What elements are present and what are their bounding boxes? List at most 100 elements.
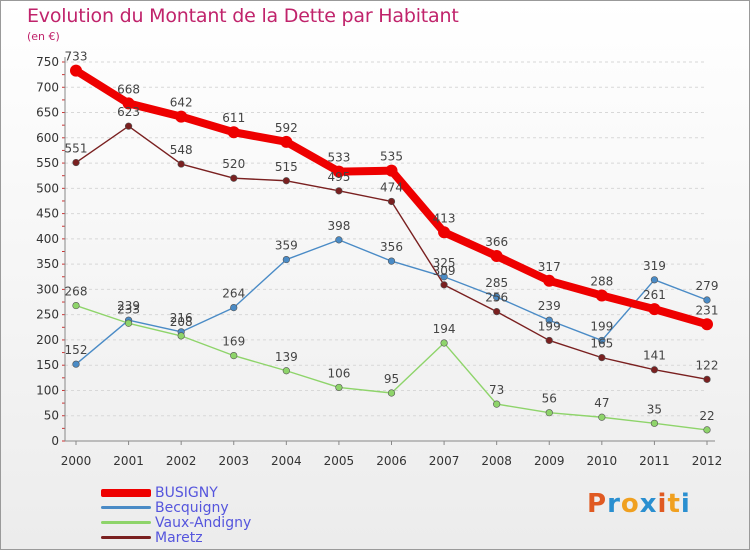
data-point xyxy=(385,164,398,177)
y-tick-label: 550 xyxy=(36,156,59,170)
data-point xyxy=(124,122,133,130)
data-label: 261 xyxy=(643,288,666,302)
legend-label: Vaux-Andigny xyxy=(155,514,252,531)
x-tick-label: 2005 xyxy=(324,454,355,468)
data-point xyxy=(703,296,711,304)
data-point xyxy=(335,187,343,195)
line-chart: 0 50 100 150 200 250 300 350 400 450 500 550 600 650 7… xyxy=(36,50,722,468)
chart-title: Evolution du Montant de la Dette par Hab… xyxy=(27,5,459,27)
data-point xyxy=(438,226,451,239)
data-label: 285 xyxy=(485,276,508,290)
data-point xyxy=(282,367,290,375)
data-label: 194 xyxy=(433,322,456,336)
legend-item: BUSIGNY xyxy=(101,485,251,500)
data-point xyxy=(545,409,553,417)
data-point xyxy=(493,400,501,408)
legend: BUSIGNY Becquigny Vaux-Andigny Maretz xyxy=(101,485,251,545)
data-label: 398 xyxy=(327,219,350,233)
data-point xyxy=(227,126,240,139)
data-point xyxy=(490,250,503,263)
y-tick-label: 200 xyxy=(36,333,59,347)
data-point xyxy=(650,276,659,284)
x-tick-label: 2011 xyxy=(639,454,670,468)
data-point xyxy=(543,274,556,287)
data-label: 611 xyxy=(222,111,245,125)
data-label: 733 xyxy=(65,50,88,64)
data-point xyxy=(545,316,553,324)
legend-swatch xyxy=(101,488,151,497)
data-point xyxy=(122,97,135,110)
data-label: 199 xyxy=(538,319,561,333)
data-point xyxy=(387,197,396,206)
data-point xyxy=(282,177,290,185)
data-point xyxy=(335,236,343,244)
data-label: 623 xyxy=(117,105,140,119)
data-label: 264 xyxy=(222,287,245,301)
data-point xyxy=(598,354,606,362)
data-label: 309 xyxy=(433,264,456,278)
x-tick-label: 2007 xyxy=(429,454,460,468)
y-tick-label: 750 xyxy=(36,55,59,69)
data-point xyxy=(703,375,711,383)
unit-label: (en €) xyxy=(27,30,60,43)
data-point xyxy=(493,293,501,301)
data-label: 356 xyxy=(380,240,403,254)
data-label: 231 xyxy=(696,303,719,317)
data-point xyxy=(545,336,553,345)
data-point xyxy=(177,332,185,340)
data-label: 515 xyxy=(275,160,298,174)
data-point xyxy=(280,135,293,148)
data-point xyxy=(387,257,396,265)
data-point xyxy=(72,360,80,368)
data-point xyxy=(493,308,501,316)
data-point xyxy=(72,158,80,167)
x-tick-label: 2009 xyxy=(534,454,565,468)
x-tick-label: 2010 xyxy=(587,454,618,468)
y-tick-label: 300 xyxy=(36,282,59,296)
data-point xyxy=(650,419,659,427)
legend-item: Maretz xyxy=(101,530,251,545)
x-tick-label: 2006 xyxy=(376,454,407,468)
data-label: 47 xyxy=(594,396,609,410)
data-point xyxy=(230,174,238,182)
data-point xyxy=(387,389,396,397)
data-point xyxy=(72,301,80,310)
legend-label: Becquigny xyxy=(155,499,229,516)
data-label: 535 xyxy=(380,150,403,164)
data-label: 106 xyxy=(327,366,350,380)
data-label: 317 xyxy=(538,260,561,274)
data-label: 139 xyxy=(275,350,298,364)
legend-label: Maretz xyxy=(155,529,203,546)
data-label: 413 xyxy=(433,211,456,225)
x-tick-label: 2001 xyxy=(113,454,144,468)
data-label: 495 xyxy=(327,170,350,184)
data-point xyxy=(124,319,133,327)
y-tick-label: 350 xyxy=(36,257,59,271)
x-tick-label: 2000 xyxy=(61,454,92,468)
data-point xyxy=(335,383,343,392)
data-label: 35 xyxy=(647,402,662,416)
data-label: 319 xyxy=(643,259,666,273)
data-point xyxy=(177,160,185,168)
y-tick-label: 500 xyxy=(36,181,59,195)
y-tick-label: 600 xyxy=(36,131,59,145)
data-label: 122 xyxy=(696,358,719,372)
data-point xyxy=(70,64,82,77)
data-point xyxy=(230,303,238,312)
proxiti-logo: Proxiti xyxy=(587,489,691,519)
data-label: 668 xyxy=(117,82,140,96)
data-label: 592 xyxy=(275,121,298,135)
data-label: 256 xyxy=(485,291,508,305)
data-label: 520 xyxy=(222,157,245,171)
data-label: 551 xyxy=(65,142,88,156)
data-point xyxy=(175,110,188,123)
y-tick-label: 0 xyxy=(51,434,59,448)
data-point xyxy=(703,426,711,434)
x-tick-label: 2004 xyxy=(271,454,302,468)
x-tick-label: 2003 xyxy=(218,454,249,468)
y-tick-label: 50 xyxy=(44,409,59,423)
data-label: 141 xyxy=(643,349,666,363)
data-label: 288 xyxy=(590,274,613,288)
y-tick-label: 650 xyxy=(36,106,59,120)
legend-swatch xyxy=(101,506,151,509)
